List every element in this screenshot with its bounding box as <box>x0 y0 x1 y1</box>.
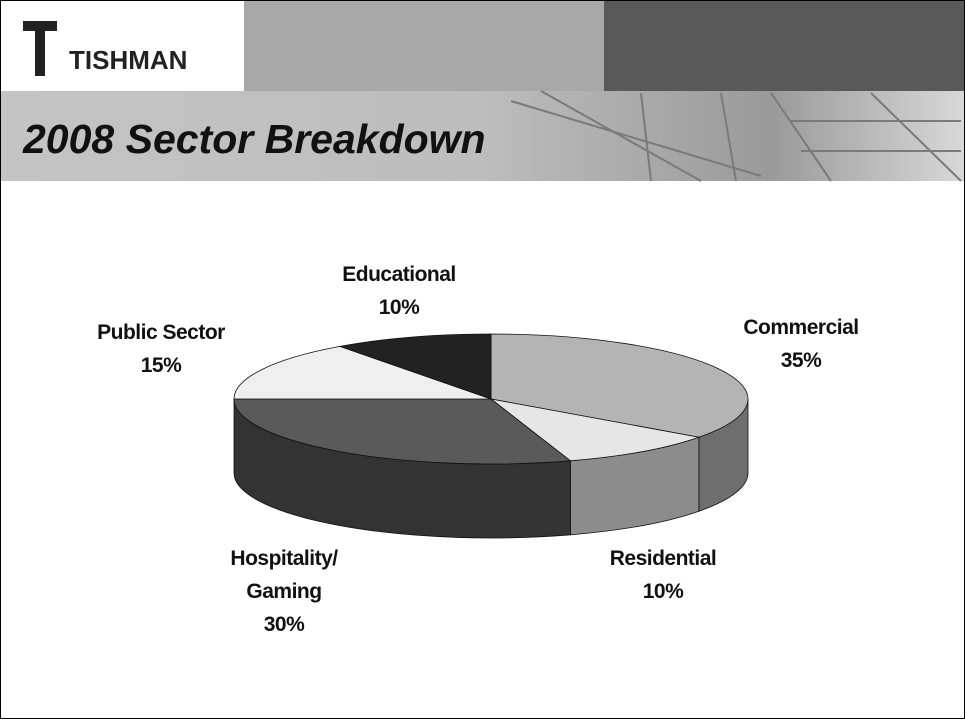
logo-mark <box>23 21 57 31</box>
pie-slice <box>490 333 749 438</box>
slice-label: Public Sector <box>97 321 225 344</box>
logo-mark <box>35 31 45 76</box>
slice-label: Residential <box>609 547 717 570</box>
slide-title: 2008 Sector Breakdown <box>22 116 486 162</box>
slice-value: 15% <box>140 354 182 377</box>
pie-slice <box>490 398 701 462</box>
pie-slice <box>233 346 492 400</box>
pie-slice <box>233 398 572 465</box>
slice-label: Educational <box>342 263 456 286</box>
pie-slice <box>338 333 492 400</box>
header-band <box>604 1 964 91</box>
slice-value: 35% <box>780 349 822 372</box>
slice-value: 10% <box>642 580 684 603</box>
slice-value: 30% <box>263 613 305 636</box>
slice-label: Hospitality/ Gaming <box>230 547 338 603</box>
slice-label: Commercial <box>743 316 859 339</box>
slice-value: 10% <box>378 296 420 319</box>
logo-text: TISHMAN <box>69 45 187 75</box>
title-band <box>1 91 964 181</box>
header-band <box>244 1 604 91</box>
photo-lines <box>510 90 962 182</box>
